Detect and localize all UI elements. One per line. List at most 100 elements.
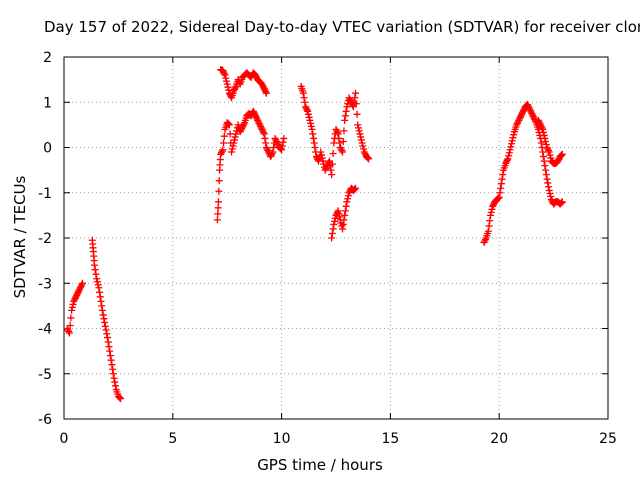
data-point bbox=[498, 175, 506, 183]
data-point bbox=[108, 361, 116, 369]
data-point bbox=[70, 297, 78, 305]
data-point bbox=[279, 138, 287, 146]
data-point bbox=[525, 104, 533, 112]
data-point bbox=[331, 217, 339, 225]
data-point bbox=[539, 125, 547, 133]
data-point bbox=[544, 179, 552, 187]
data-point bbox=[555, 156, 563, 164]
data-point bbox=[231, 84, 239, 92]
x-tick-label: 15 bbox=[381, 431, 399, 447]
data-point bbox=[78, 281, 86, 289]
data-point bbox=[115, 393, 123, 401]
x-axis-label: GPS time / hours bbox=[257, 456, 383, 474]
data-point bbox=[259, 82, 267, 90]
data-point bbox=[238, 123, 246, 131]
data-point bbox=[350, 186, 358, 194]
data-point bbox=[545, 147, 553, 155]
data-point bbox=[499, 171, 507, 179]
data-point bbox=[537, 139, 545, 147]
data-point bbox=[502, 158, 510, 166]
data-point bbox=[214, 210, 222, 218]
data-point bbox=[333, 127, 341, 135]
data-point bbox=[230, 87, 238, 95]
data-point bbox=[352, 184, 360, 192]
data-point bbox=[328, 234, 336, 242]
data-point bbox=[232, 130, 240, 138]
data-point bbox=[540, 131, 548, 139]
data-point bbox=[230, 136, 238, 144]
data-point bbox=[66, 321, 74, 329]
data-point bbox=[221, 71, 229, 79]
data-point bbox=[535, 118, 543, 126]
data-point bbox=[98, 306, 106, 314]
data-point bbox=[230, 85, 238, 93]
data-point bbox=[341, 207, 349, 215]
data-point bbox=[356, 130, 364, 138]
data-point bbox=[534, 116, 542, 124]
data-point bbox=[343, 103, 351, 111]
data-point bbox=[255, 119, 263, 127]
data-point bbox=[325, 159, 333, 167]
data-point bbox=[359, 142, 367, 150]
data-point bbox=[335, 210, 343, 218]
data-point bbox=[495, 193, 503, 201]
data-point bbox=[336, 139, 344, 147]
y-tick-label: 2 bbox=[43, 50, 52, 66]
data-point bbox=[481, 237, 489, 245]
data-point bbox=[307, 122, 315, 130]
data-point bbox=[329, 225, 337, 233]
data-point bbox=[338, 147, 346, 155]
data-point bbox=[489, 202, 497, 210]
data-point bbox=[104, 334, 112, 342]
data-point bbox=[230, 139, 238, 147]
data-point bbox=[524, 102, 532, 110]
data-point bbox=[76, 284, 84, 292]
y-tick-label: 0 bbox=[43, 141, 52, 157]
data-point bbox=[365, 155, 373, 163]
data-point bbox=[278, 142, 286, 150]
data-point bbox=[311, 144, 319, 151]
data-point bbox=[228, 145, 236, 153]
data-point bbox=[558, 199, 566, 207]
data-point bbox=[347, 97, 355, 105]
data-point bbox=[236, 128, 244, 136]
data-point bbox=[104, 338, 112, 346]
data-point bbox=[302, 103, 310, 111]
data-point bbox=[229, 142, 237, 150]
data-point bbox=[247, 73, 255, 81]
data-point bbox=[323, 163, 331, 171]
data-points bbox=[63, 66, 566, 403]
data-point bbox=[516, 113, 524, 121]
data-point bbox=[257, 124, 265, 132]
data-point bbox=[273, 137, 281, 145]
data-point bbox=[223, 80, 231, 88]
data-point bbox=[116, 394, 124, 402]
data-point bbox=[516, 115, 524, 123]
data-point bbox=[520, 106, 528, 114]
data-point bbox=[278, 146, 286, 154]
data-point bbox=[259, 128, 267, 136]
data-point bbox=[224, 83, 232, 91]
data-point bbox=[504, 155, 512, 163]
data-point bbox=[117, 395, 125, 403]
data-point bbox=[237, 126, 245, 134]
data-point bbox=[523, 101, 531, 109]
data-point bbox=[317, 148, 325, 156]
data-point bbox=[318, 154, 326, 162]
data-point bbox=[546, 190, 554, 198]
data-point bbox=[268, 150, 276, 158]
data-point bbox=[93, 278, 101, 286]
data-point bbox=[481, 236, 489, 244]
data-point bbox=[92, 270, 100, 278]
data-point bbox=[259, 127, 267, 135]
data-point bbox=[238, 125, 246, 133]
data-point bbox=[101, 318, 109, 326]
x-tick-label: 10 bbox=[273, 431, 291, 447]
data-point bbox=[360, 145, 368, 153]
data-point bbox=[65, 328, 73, 336]
data-point bbox=[363, 153, 371, 161]
data-point bbox=[304, 110, 312, 118]
data-point bbox=[215, 187, 223, 195]
y-tick-label: 1 bbox=[43, 95, 52, 111]
data-point bbox=[76, 285, 84, 293]
